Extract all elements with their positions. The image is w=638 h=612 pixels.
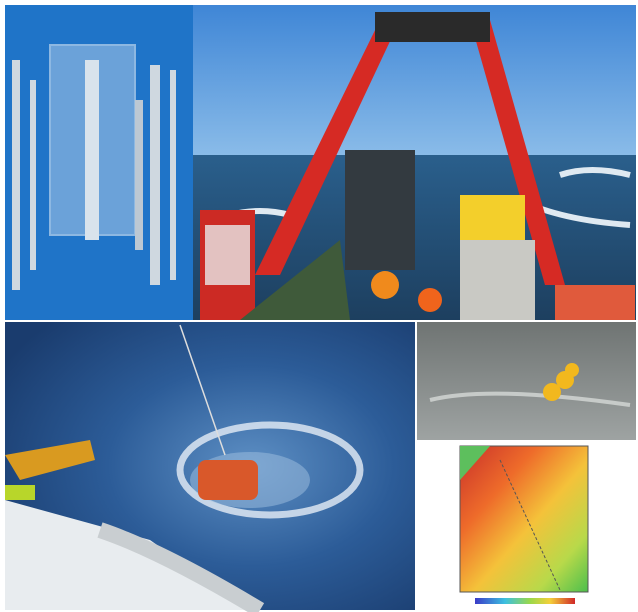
deployment-photo <box>5 322 415 612</box>
ship-photo <box>193 5 636 320</box>
map-figure <box>417 440 636 610</box>
buoy-photo <box>417 322 636 440</box>
instrument-photo <box>5 5 193 320</box>
